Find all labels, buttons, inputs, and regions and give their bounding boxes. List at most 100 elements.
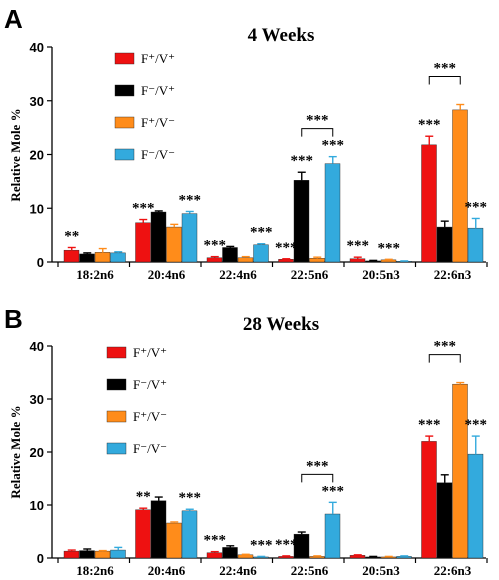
panel-a-significance-label: *** — [179, 192, 202, 208]
panel-a-significance-label: *** — [322, 138, 345, 154]
panel-b-legend-swatch-f-minus-v-minus — [106, 442, 127, 455]
panel-a-legend-swatch-f-plus-v-plus — [114, 52, 135, 65]
panel-b-bar-f-plus-v-minus — [94, 550, 111, 559]
panel-b-significance-label: *** — [250, 537, 273, 553]
panel-b-significance-label: *** — [418, 417, 441, 433]
panel-a-y-tick-label: 10 — [30, 201, 44, 216]
panel-b-x-tick-label: 22:6n3 — [434, 563, 472, 578]
panel-a-legend-label-f-minus-v-minus: F⁻/V⁻ — [141, 147, 175, 162]
panel-b-bracket-label: *** — [306, 458, 329, 474]
panel-b-title: 28 Weeks — [243, 314, 319, 335]
panel-b-legend-label-f-minus-v-minus: F⁻/V⁻ — [133, 441, 167, 456]
panel-b-significance-label: *** — [179, 490, 202, 506]
panel-a-legend-swatch-f-plus-v-minus — [114, 116, 135, 129]
panel-b-legend-label-f-plus-v-minus: F⁺/V⁻ — [133, 409, 167, 424]
panel-a-bar-f-plus-v-minus — [380, 259, 397, 263]
panel-a-bar-f-minus-v-minus — [110, 252, 126, 263]
panel-b-significance-label: *** — [322, 483, 345, 499]
panel-a-bar-f-plus-v-plus — [135, 222, 151, 263]
panel-a-bar-f-minus-v-plus — [79, 253, 95, 263]
panel-a-bar-f-plus-v-minus — [166, 226, 182, 263]
panel-b-significance-label: *** — [465, 417, 488, 433]
panel-a-legend-label-f-plus-v-plus: F⁺/V⁺ — [141, 51, 175, 66]
panel-a-comparison-bracket — [428, 76, 461, 85]
panel-b-bar-f-plus-v-minus — [237, 554, 254, 559]
panel-a-bracket-label: *** — [306, 113, 329, 129]
panel-a-x-tick-label: 22:4n6 — [219, 267, 257, 282]
panel-a-y-title: Relative Mole % — [8, 108, 23, 201]
panel-b-legend-swatch-f-plus-v-plus — [106, 346, 127, 359]
panel-b-bar-f-minus-v-plus — [436, 482, 453, 559]
panel-a-bar-f-minus-v-minus — [467, 227, 484, 263]
panel-a-bar-f-minus-v-minus — [324, 163, 341, 263]
panel-a-bar-f-plus-v-plus — [206, 257, 223, 263]
panel-a-significance-label: *** — [275, 240, 298, 256]
panel-a-y-tick-label: 30 — [30, 94, 44, 109]
panel-a-x-tick-label: 22:6n3 — [434, 267, 472, 282]
panel-b-significance-label: *** — [275, 537, 298, 553]
panel-a-bar-f-minus-v-minus — [181, 213, 198, 263]
panel-b-bar-f-plus-v-plus — [278, 556, 294, 559]
panel-a-x-tick-label: 18:2n6 — [76, 267, 114, 282]
panel-b-bar-f-minus-v-plus — [79, 550, 95, 559]
panel-a-x-tick-label: 20:4n6 — [148, 267, 186, 282]
panel-a-legend-swatch-f-minus-v-plus — [114, 84, 135, 97]
panel-a-significance-label: *** — [418, 117, 441, 133]
panel-a-title: 4 Weeks — [248, 25, 315, 46]
panel-b-bar-f-plus-v-plus — [349, 555, 366, 559]
panel-a-x-tick-label: 22:5n6 — [291, 267, 329, 282]
panel-a-bar-f-plus-v-plus — [421, 144, 437, 263]
panel-a-bar-f-plus-v-minus — [237, 257, 254, 263]
panel-a-y-tick-label: 40 — [30, 40, 44, 55]
panel-b-y-tick-label: 10 — [30, 498, 44, 513]
panel-b-legend-label-f-minus-v-plus: F⁻/V⁺ — [133, 377, 167, 392]
panel-a-comparison-bracket — [301, 128, 334, 137]
panel-b-bar-f-plus-v-minus — [452, 383, 468, 559]
panel-a-letter: A — [4, 4, 23, 34]
panel-b-bar-f-plus-v-minus — [166, 522, 182, 559]
panel-a-x-tick-label: 20:5n3 — [362, 267, 400, 282]
panel-b-bar-f-plus-v-minus — [309, 556, 325, 559]
panel-b-legend-swatch-f-plus-v-minus — [106, 410, 127, 423]
panel-b-significance-label: *** — [204, 533, 227, 549]
panel-a-significance-label: *** — [132, 201, 155, 217]
panel-b-x-tick-label: 20:4n6 — [148, 563, 186, 578]
panel-a-bar-f-plus-v-minus — [309, 258, 325, 263]
panel-b-x-tick-label: 20:5n3 — [362, 563, 400, 578]
panel-b-bar-f-minus-v-minus — [324, 513, 341, 559]
panel-a-legend-swatch-f-minus-v-minus — [114, 148, 135, 161]
panel-b-bar-f-minus-v-minus — [467, 453, 484, 559]
panel-a-bar-f-minus-v-plus — [436, 226, 453, 263]
panel-b-comparison-bracket — [428, 354, 461, 363]
panel-a-bracket-label: *** — [434, 61, 457, 77]
panel-a-significance-label: ** — [64, 228, 79, 244]
panel-b-significance-label: ** — [136, 489, 151, 505]
panel-a-bar-f-minus-v-minus — [253, 244, 269, 263]
panel-b-bracket-label: *** — [434, 339, 457, 355]
panel-b-x-tick-label: 22:4n6 — [219, 563, 257, 578]
panel-b-x-tick-label: 22:5n6 — [291, 563, 329, 578]
panel-a-significance-label: *** — [291, 153, 314, 169]
panel-b-bar-f-minus-v-plus — [222, 547, 238, 559]
panel-b-legend-swatch-f-minus-v-plus — [106, 378, 127, 391]
panel-a-significance-label: *** — [465, 199, 488, 215]
panel-a-significance-label: *** — [204, 238, 227, 254]
panel-b-y-tick-label: 30 — [30, 392, 44, 407]
panel-b-bar-f-minus-v-minus — [110, 549, 126, 559]
panel-b-x-tick-label: 18:2n6 — [76, 563, 114, 578]
panel-b-y-tick-label: 0 — [37, 551, 44, 566]
panel-b-legend-label-f-plus-v-plus: F⁺/V⁺ — [133, 345, 167, 360]
panel-b-comparison-bracket — [301, 473, 334, 483]
panel-a-significance-label: *** — [347, 238, 370, 254]
panel-b-bar-f-plus-v-plus — [63, 550, 80, 559]
panel-a-bar-f-plus-v-plus — [63, 249, 80, 263]
panel-a-significance-label: *** — [250, 225, 273, 241]
panel-b-bar-f-plus-v-plus — [206, 552, 223, 559]
panel-b-bar-f-minus-v-minus — [181, 510, 198, 559]
panel-b-bar-f-minus-v-plus — [150, 500, 167, 559]
panel-b-y-tick-label: 20 — [30, 445, 44, 460]
panel-b-letter: B — [4, 304, 23, 334]
panel-a-y-tick-label: 20 — [30, 148, 44, 163]
panel-a-bar-f-plus-v-plus — [349, 258, 366, 263]
